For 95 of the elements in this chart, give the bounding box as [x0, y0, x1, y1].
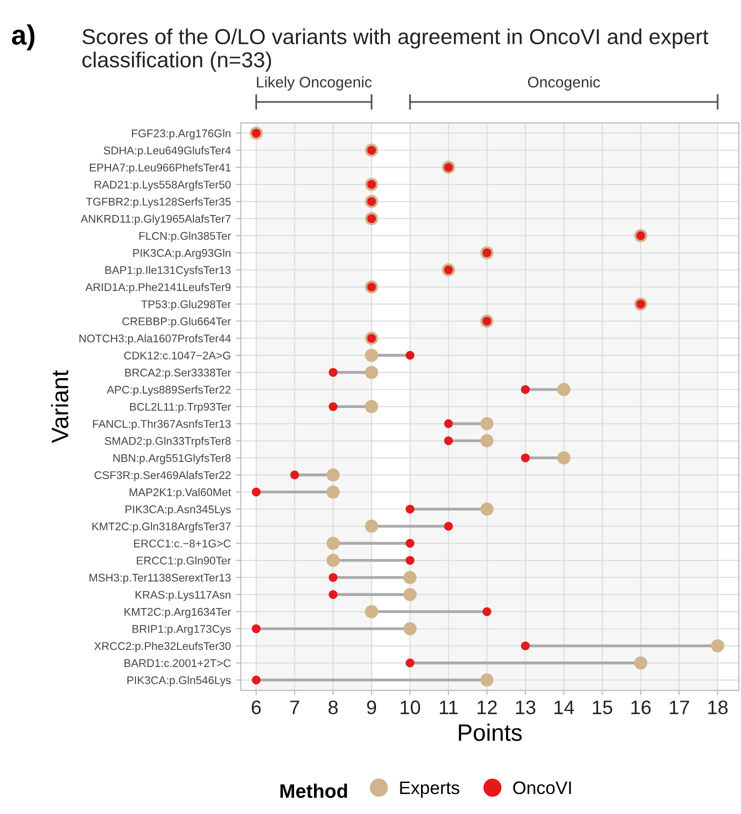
legend-label: Experts	[400, 782, 460, 798]
x-tick-label: 18	[708, 700, 728, 714]
y-tick-label: PIK3CA:p.Gln546Lys	[127, 676, 231, 686]
y-tick-label: BRIP1:p.Arg173Cys	[132, 625, 231, 636]
point	[326, 485, 340, 499]
point	[480, 417, 494, 430]
point	[326, 468, 340, 482]
y-tick-label: NBN:p.Arg551GlyfsTer8	[113, 454, 231, 464]
y-tick-label: CSF3R:p.Ser469AlafsTer22	[94, 470, 231, 482]
point	[364, 520, 378, 533]
text: a)	[12, 24, 34, 50]
y-tick-label: ANKRD11:p.Gly1965AlafsTer7	[80, 214, 231, 225]
y-tick-label: SMAD2:p.Gln33TrpfsTer8	[104, 436, 231, 448]
y-tick-label: APC:p.Lys889SerfsTer22	[106, 385, 231, 396]
point	[480, 502, 494, 516]
y-tick-label: SDHA:p.Leu649GlufsTer4	[104, 146, 231, 157]
x-tick-label: 12	[478, 700, 497, 714]
y-tick-label: BRCA2:p.Ser3338Ter	[125, 368, 231, 379]
point	[480, 434, 494, 448]
legend-label: OncoVI	[513, 781, 571, 794]
y-tick-label: KMT2C:p.Arg1634Ter	[124, 608, 231, 618]
point	[328, 590, 338, 599]
point	[482, 607, 492, 616]
point	[520, 453, 530, 462]
point	[364, 605, 378, 618]
y-tick-label: TGFBR2:p.Lys128SerfsTer35	[86, 198, 231, 208]
point	[406, 538, 414, 548]
y-tick-label: PIK3CA:p.Asn345Lys	[126, 505, 231, 516]
y-axis-title: Variant	[51, 370, 68, 444]
band-label: Likely Oncogenic	[256, 76, 372, 91]
x-tick-label: 14	[554, 700, 574, 714]
point	[444, 436, 453, 446]
point	[557, 451, 570, 464]
point	[520, 385, 530, 394]
point	[403, 570, 417, 584]
point	[364, 348, 378, 362]
y-tick-label: MAP2K1:p.Val60Met	[130, 488, 232, 498]
point	[328, 573, 338, 582]
x-tick-label: 11	[440, 700, 458, 714]
y-tick-label: ERCC1:p.Gln90Ter	[136, 556, 231, 567]
y-tick-label: RAD21:p.Lys558ArgfsTer50	[94, 180, 231, 191]
band-label: Oncogenic	[528, 76, 600, 91]
x-tick-label: 6	[252, 700, 261, 714]
point	[634, 656, 648, 670]
x-tick-label: 13	[516, 700, 536, 714]
point	[328, 402, 338, 411]
y-tick-label: ERCC1:c.−8+1G>C	[134, 540, 231, 548]
y-tick-label: FLCN:p.Gln385Ter	[139, 232, 231, 242]
y-tick-label: PIK3CA:p.Arg93Gln	[133, 248, 230, 260]
point	[406, 350, 414, 360]
y-tick-label: EPHA7:p.Leu966PhefsTer41	[90, 163, 231, 174]
y-tick-label: NOTCH3:p.Ala1607ProfsTer44	[79, 334, 231, 345]
point	[252, 624, 261, 634]
y-tick-label: FGF23:p.Arg176Gln	[132, 129, 230, 140]
y-tick-label: KRAS:p.Lys117Asn	[136, 590, 230, 601]
point	[520, 641, 530, 650]
legend-title: Method	[280, 784, 347, 798]
x-tick-label: 7	[290, 700, 300, 714]
point	[328, 368, 338, 377]
x-axis-title: Points	[458, 724, 522, 742]
x-tick-label: 16	[631, 700, 651, 714]
y-tick-label: BCL2L11:p.Trp93Ter	[130, 402, 231, 413]
point	[444, 419, 453, 428]
x-tick-label: 8	[328, 700, 338, 714]
point	[252, 676, 261, 684]
y-tick-label: CDK12:c.1047−2A>G	[124, 352, 230, 360]
chart-title: Scores of the O/LO variants with agreement in OncoVI and expert classification (n=33)	[82, 28, 708, 72]
point	[252, 488, 261, 496]
point	[326, 554, 340, 567]
y-tick-label: BAP1:p.Ile131CysfsTer13	[105, 266, 231, 276]
y-tick-label: KMT2C:p.Gln318ArgfsTer37	[92, 522, 231, 533]
x-tick-label: 15	[592, 700, 612, 714]
x-tick-label: 10	[400, 700, 420, 714]
point	[711, 639, 724, 652]
point	[290, 470, 300, 480]
y-tick-label: BARD1:c.2001+2T>C	[124, 659, 231, 668]
y-tick-label: CREBBP:p.Glu664Ter	[122, 317, 231, 328]
point	[406, 658, 414, 668]
point	[403, 588, 417, 602]
y-tick-label: MSH3:p.Ter1138SerextTer13	[90, 574, 231, 584]
point	[406, 504, 414, 514]
point	[403, 622, 417, 636]
y-tick-label: FANCL:p.Thr367AsnfsTer13	[93, 420, 231, 430]
point	[557, 382, 570, 396]
point	[364, 366, 378, 380]
point	[406, 556, 414, 565]
y-tick-label: XRCC2:p.Phe32LeufsTer30	[94, 642, 231, 652]
point	[480, 673, 494, 687]
x-tick-label: 9	[367, 700, 376, 714]
point	[444, 522, 453, 531]
y-tick-label: ARID1A:p.Phe2141LeufsTer9	[85, 282, 231, 294]
x-tick-label: 17	[670, 700, 690, 714]
point	[326, 536, 340, 550]
y-tick-label: TP53:p.Glu298Ter	[141, 300, 231, 310]
point	[364, 400, 378, 414]
